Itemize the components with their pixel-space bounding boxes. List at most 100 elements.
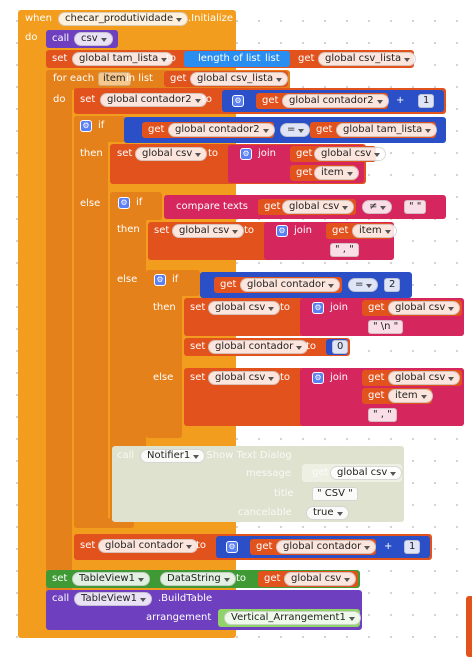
plus-operator: + bbox=[396, 95, 405, 106]
mutator-gear-icon[interactable]: ⚙ bbox=[312, 302, 324, 314]
get-var-dropdown[interactable]: global contador2 bbox=[282, 94, 389, 108]
set-label: set bbox=[190, 302, 206, 313]
to-label: to bbox=[236, 573, 247, 584]
item-param[interactable]: item bbox=[98, 72, 131, 86]
text-input[interactable]: " , " bbox=[368, 408, 397, 422]
for-each-block[interactable] bbox=[46, 70, 72, 618]
join-label: join bbox=[258, 148, 277, 159]
to-label: to bbox=[196, 540, 207, 551]
title-label: title bbox=[274, 488, 294, 499]
get-var-dropdown[interactable]: global tam_lista bbox=[336, 123, 438, 137]
text-input[interactable]: " \n " bbox=[368, 320, 404, 334]
operator-dropdown[interactable]: = bbox=[348, 278, 379, 292]
arrangement-label: arrangement bbox=[146, 612, 212, 623]
set-label: set bbox=[52, 53, 68, 64]
number-input[interactable]: 0 bbox=[332, 340, 349, 354]
length-of-list-block[interactable] bbox=[184, 51, 290, 67]
get-var-dropdown[interactable]: global csv_lista bbox=[190, 72, 289, 86]
get-var-dropdown[interactable]: global csv_lista bbox=[318, 52, 417, 66]
get-label: get bbox=[298, 53, 315, 64]
get-var-dropdown[interactable]: global csv bbox=[314, 147, 387, 161]
when-label: when bbox=[25, 13, 53, 24]
get-var-dropdown[interactable]: item bbox=[314, 166, 359, 180]
get-var-dropdown[interactable]: item bbox=[352, 224, 397, 238]
get-var-dropdown[interactable]: global csv bbox=[284, 572, 357, 586]
var-dropdown[interactable]: global contador2 bbox=[100, 93, 207, 107]
operator-dropdown[interactable]: ≠ bbox=[362, 200, 393, 214]
if-label: if bbox=[172, 274, 179, 285]
component-dropdown[interactable]: Notifier1 bbox=[140, 449, 206, 463]
method-name: .BuildTable bbox=[158, 593, 213, 604]
component-dropdown[interactable]: TableView1 bbox=[72, 572, 150, 586]
get-label: get bbox=[220, 279, 237, 290]
get-var-dropdown[interactable]: item bbox=[388, 389, 433, 403]
set-label: set bbox=[190, 372, 206, 383]
cancelable-label: cancelable bbox=[238, 507, 292, 518]
operator-dropdown[interactable]: = bbox=[280, 123, 311, 137]
get-label: get bbox=[368, 302, 385, 313]
component-dropdown[interactable]: Vertical_Arrangement1 bbox=[224, 611, 361, 625]
var-dropdown[interactable]: global csv bbox=[135, 147, 208, 161]
set-label: set bbox=[154, 225, 170, 236]
to-label: to bbox=[280, 302, 291, 313]
text-input[interactable]: " CSV " bbox=[312, 487, 358, 501]
text-input[interactable]: " , " bbox=[330, 243, 359, 257]
else-label: else bbox=[80, 198, 101, 209]
plus-operator: + bbox=[384, 541, 393, 552]
property-dropdown[interactable]: DataString bbox=[160, 572, 236, 586]
join-label: join bbox=[294, 225, 313, 236]
get-label: get bbox=[264, 201, 281, 212]
var-dropdown[interactable]: global csv bbox=[208, 371, 281, 385]
else-label: else bbox=[153, 372, 174, 383]
to-label: to bbox=[280, 372, 291, 383]
mutator-gear-icon[interactable]: ⚙ bbox=[118, 197, 130, 209]
var-dropdown[interactable]: global csv bbox=[172, 224, 245, 238]
var-dropdown[interactable]: global tam_lista bbox=[72, 52, 174, 66]
mutator-gear-icon[interactable]: ⚙ bbox=[232, 95, 244, 107]
to-label: to bbox=[166, 53, 177, 64]
get-label: get bbox=[262, 95, 279, 106]
for-each-label: for each bbox=[53, 73, 95, 84]
else-label: else bbox=[117, 274, 138, 285]
if-label: if bbox=[98, 120, 105, 131]
get-var-dropdown[interactable]: global csv bbox=[388, 371, 461, 385]
mutator-gear-icon[interactable]: ⚙ bbox=[154, 274, 166, 286]
get-var-dropdown[interactable]: global csv bbox=[330, 466, 403, 480]
get-var-dropdown[interactable]: global contador2 bbox=[168, 123, 275, 137]
get-var-dropdown[interactable]: global contador bbox=[240, 278, 341, 292]
get-label: get bbox=[296, 148, 313, 159]
number-input[interactable]: 2 bbox=[384, 278, 401, 292]
do-label: do bbox=[53, 94, 66, 105]
get-var-dropdown[interactable]: global csv bbox=[388, 301, 461, 315]
component-dropdown[interactable]: TableView1 bbox=[74, 592, 152, 606]
event-component-dropdown[interactable]: checar_produtividade bbox=[58, 12, 189, 26]
number-input[interactable]: 1 bbox=[404, 540, 421, 554]
text-input[interactable]: " " bbox=[404, 200, 427, 214]
mutator-gear-icon[interactable]: ⚙ bbox=[226, 541, 238, 553]
mutator-gear-icon[interactable]: ⚙ bbox=[276, 225, 288, 237]
join-label: join bbox=[330, 372, 349, 383]
then-label: then bbox=[153, 302, 176, 313]
if-block[interactable] bbox=[74, 116, 108, 528]
get-var-dropdown[interactable]: global csv bbox=[282, 200, 355, 214]
get-label: get bbox=[368, 390, 385, 401]
procedure-dropdown[interactable]: csv bbox=[74, 32, 113, 46]
set-label: set bbox=[80, 94, 96, 105]
list-label: list bbox=[265, 53, 280, 64]
mutator-gear-icon[interactable]: ⚙ bbox=[312, 372, 324, 384]
number-input[interactable]: 1 bbox=[418, 94, 435, 108]
if-block[interactable] bbox=[146, 270, 182, 438]
boolean-dropdown[interactable]: true bbox=[306, 506, 349, 520]
var-dropdown[interactable]: global contador bbox=[208, 340, 309, 354]
offscreen-block[interactable] bbox=[466, 596, 472, 657]
var-dropdown[interactable]: global csv bbox=[208, 301, 281, 315]
if-label: if bbox=[136, 197, 143, 208]
get-var-dropdown[interactable]: global contador bbox=[276, 540, 377, 554]
var-dropdown[interactable]: global contador bbox=[98, 539, 199, 553]
mutator-gear-icon[interactable]: ⚙ bbox=[80, 120, 92, 132]
length-label: length of list bbox=[198, 53, 261, 64]
to-label: to bbox=[244, 225, 255, 236]
mutator-gear-icon[interactable]: ⚙ bbox=[240, 148, 252, 160]
compare-texts-label: compare texts bbox=[176, 201, 249, 212]
get-label: get bbox=[332, 225, 349, 236]
